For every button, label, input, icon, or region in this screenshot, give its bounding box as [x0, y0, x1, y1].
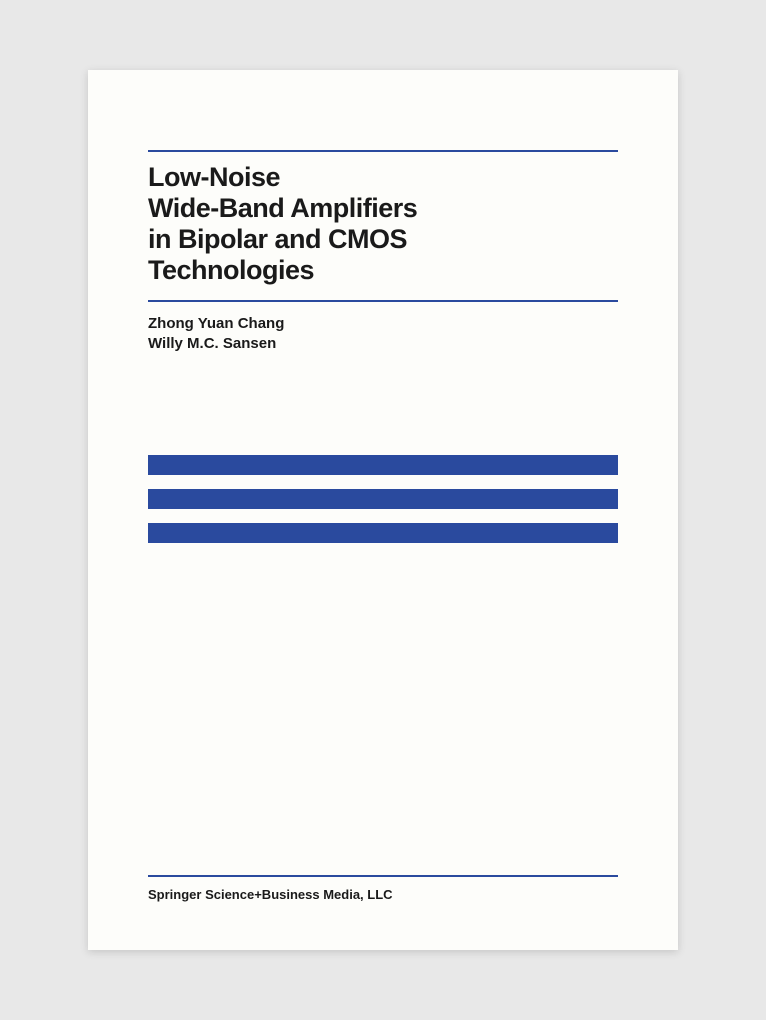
author-1: Zhong Yuan Chang [148, 314, 618, 334]
publisher-name: Springer Science+Business Media, LLC [148, 887, 618, 902]
authors-block: Zhong Yuan Chang Willy M.C. Sansen [148, 314, 618, 355]
author-2: Willy M.C. Sansen [148, 334, 618, 354]
publisher-rule [148, 875, 618, 877]
decorative-bar-3 [148, 523, 618, 543]
book-title: Low-NoiseWide-Band Amplifiersin Bipolar … [148, 162, 618, 286]
mid-rule [148, 300, 618, 302]
decorative-bars [148, 455, 618, 543]
decorative-bar-1 [148, 455, 618, 475]
decorative-bar-2 [148, 489, 618, 509]
top-rule [148, 150, 618, 152]
publisher-block: Springer Science+Business Media, LLC [148, 875, 618, 902]
book-cover-page: Low-NoiseWide-Band Amplifiersin Bipolar … [88, 70, 678, 950]
